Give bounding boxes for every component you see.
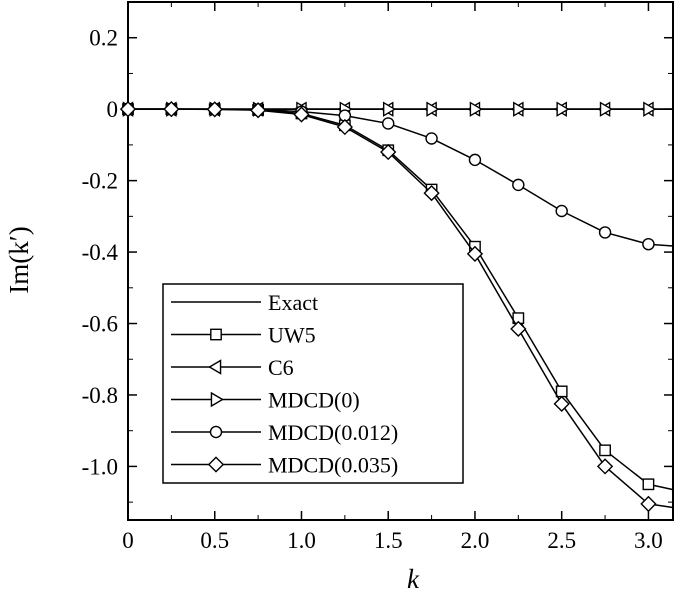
series-4 (121, 102, 674, 251)
legend-label: Exact (268, 290, 318, 315)
legend-label: C6 (268, 355, 294, 380)
x-tick-label: 0 (122, 528, 134, 553)
y-tick-label: -0.6 (82, 312, 118, 337)
series-marker (598, 226, 612, 239)
series-marker (596, 458, 614, 475)
series-marker (119, 101, 137, 118)
series-marker (599, 444, 611, 457)
series-marker (555, 385, 568, 398)
series-marker (468, 153, 482, 167)
legend-label: MDCD(0) (268, 388, 360, 413)
legend-marker (210, 391, 224, 408)
series-marker (466, 245, 484, 262)
x-tick-label: 3.0 (634, 528, 663, 553)
x-tick-label: 0.5 (200, 528, 229, 553)
series-marker (642, 237, 655, 251)
y-tick-label: -0.2 (82, 169, 118, 194)
series-marker (426, 101, 440, 117)
series-marker (642, 478, 655, 491)
x-tick-label: 2.5 (547, 528, 576, 553)
y-tick-label: -0.8 (82, 383, 118, 408)
legend-label: MDCD(0.012) (268, 420, 398, 445)
y-tick-label: 0.2 (89, 26, 118, 51)
y-axis-title: Im(k′) (4, 226, 34, 293)
series-marker (510, 320, 527, 338)
series-marker (293, 106, 310, 123)
series-marker (163, 101, 180, 118)
legend-marker (209, 425, 223, 439)
series-marker (382, 101, 397, 117)
legend: Exact UW5 C6 MDCD(0) MDCD(0.012) MDCD(0.035) (162, 283, 464, 484)
x-axis-title: k (407, 564, 420, 594)
series-marker (513, 101, 527, 117)
series-marker (469, 101, 483, 117)
y-tick-label: -1.0 (82, 454, 118, 479)
series-line (128, 108, 674, 247)
series-marker (512, 178, 525, 192)
series-marker (380, 143, 397, 161)
y-tick-label: 0 (107, 97, 119, 122)
series-marker (425, 132, 438, 145)
series-marker (553, 395, 570, 413)
series-marker (555, 204, 568, 218)
series-marker (381, 117, 395, 130)
legend-marker (210, 328, 222, 341)
legend-box (162, 283, 464, 484)
legend-marker (207, 456, 225, 473)
series-5 (119, 101, 674, 513)
series-marker (249, 102, 267, 119)
legend-label: MDCD(0.035) (268, 453, 398, 478)
y-tick-label: -0.4 (82, 240, 119, 265)
series-marker (556, 101, 570, 117)
series-marker (599, 101, 613, 117)
plot-frame (127, 1, 674, 521)
x-tick-label: 2.0 (461, 528, 490, 553)
series-marker (423, 184, 440, 202)
series-marker (206, 101, 223, 118)
series-marker (336, 118, 353, 136)
x-tick-label: 1.5 (374, 528, 403, 553)
series-marker (640, 495, 657, 513)
legend-marker (208, 359, 222, 375)
series-marker (643, 101, 657, 117)
legend-label: UW5 (268, 323, 316, 348)
x-tick-label: 1.0 (287, 528, 316, 553)
